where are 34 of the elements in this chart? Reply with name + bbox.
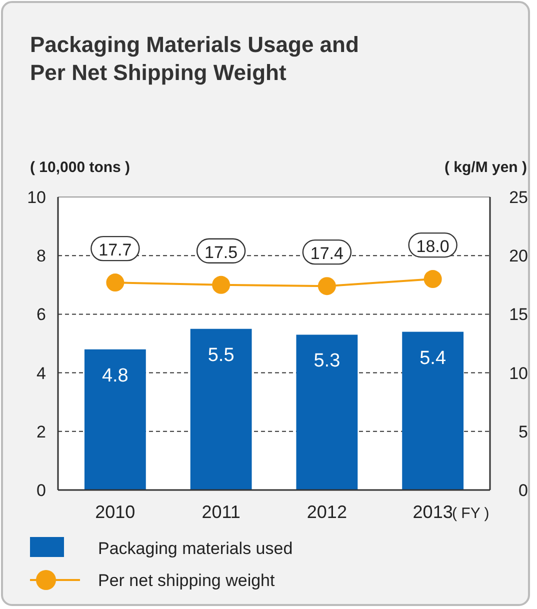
bar xyxy=(296,334,358,490)
y-tick-label: 4 xyxy=(36,364,46,383)
y-axis-title: ( 10,000 tons ) xyxy=(30,159,130,176)
data-label: 17.4 xyxy=(310,244,344,264)
legend-label: Per net shipping weight xyxy=(98,571,275,590)
y-tick-label: 6 xyxy=(36,305,46,324)
y-tick-label: 8 xyxy=(36,246,46,266)
data-label: 5.3 xyxy=(314,350,340,372)
data-label: 17.7 xyxy=(98,240,132,260)
data-label: 5.5 xyxy=(208,344,234,366)
y2-tick-label: 25 xyxy=(509,188,528,207)
data-label: 18.0 xyxy=(416,237,450,256)
bar xyxy=(84,349,146,490)
data-label: 5.4 xyxy=(420,348,446,369)
y2-tick-label: 15 xyxy=(509,305,528,324)
y2-tick-label: 20 xyxy=(509,246,528,266)
x-axis-title: ( FY ) xyxy=(452,505,490,522)
x-tick-label: 2012 xyxy=(306,502,347,522)
x-tick-label: 2010 xyxy=(95,502,136,522)
x-tick-label: 2013 xyxy=(412,502,453,522)
chart-title: Packaging Materials Usage and Per Net Shipping Weight xyxy=(30,32,359,85)
x-tick-label: 2011 xyxy=(202,502,240,522)
y-tick-label: 2 xyxy=(36,422,46,442)
y2-tick-label: 0 xyxy=(518,481,528,500)
legend-label: Packaging materials used xyxy=(98,539,293,558)
data-label: 4.8 xyxy=(102,365,128,386)
y2-tick-label: 5 xyxy=(518,422,528,442)
data-label: 17.5 xyxy=(204,242,238,262)
bar xyxy=(190,328,252,490)
bar xyxy=(402,332,464,490)
y2-tick-label: 10 xyxy=(509,364,528,383)
y-tick-label: 10 xyxy=(27,188,46,207)
y-tick-label: 0 xyxy=(36,481,46,500)
y2-axis-title: ( kg/M yen ) xyxy=(444,159,527,176)
